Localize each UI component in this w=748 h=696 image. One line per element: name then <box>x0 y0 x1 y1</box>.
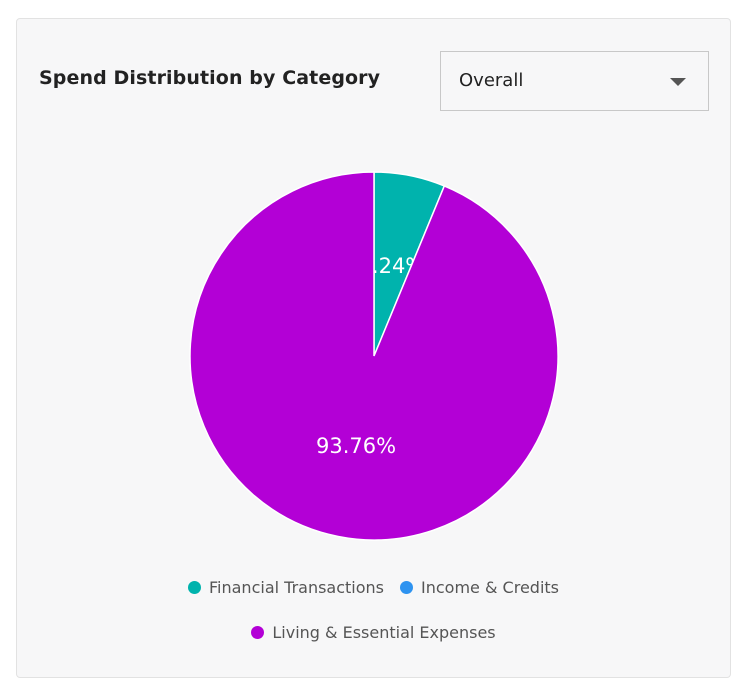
chart-legend: Financial Transactions Income & Credits … <box>17 573 730 663</box>
spend-distribution-card: Spend Distribution by Category Overall 6… <box>16 18 731 678</box>
legend-label: Financial Transactions <box>209 577 385 597</box>
pie-chart: 6.24%93.76% <box>189 171 559 541</box>
legend-row: Financial Transactions Income & Credits <box>17 573 730 601</box>
legend-dot <box>400 580 414 594</box>
pie-slice-living-essential-expenses[interactable] <box>189 171 559 541</box>
legend-label: Living & Essential Expenses <box>272 622 496 642</box>
legend-item-living-essential-expenses[interactable]: Living & Essential Expenses <box>251 622 496 642</box>
caret-down-icon <box>670 78 686 86</box>
dropdown-selected-value: Overall <box>459 70 524 91</box>
card-title: Spend Distribution by Category <box>39 67 381 89</box>
pie-data-label: 93.76% <box>316 434 396 458</box>
legend-item-financial-transactions[interactable]: Financial Transactions <box>188 578 384 597</box>
legend-dot <box>188 580 201 594</box>
legend-dot <box>251 625 265 639</box>
legend-row: Living & Essential Expenses <box>17 618 730 646</box>
legend-item-income-credits[interactable]: Income & Credits <box>400 578 559 597</box>
legend-label: Income & Credits <box>421 577 559 597</box>
period-filter-dropdown[interactable]: Overall <box>440 51 709 111</box>
